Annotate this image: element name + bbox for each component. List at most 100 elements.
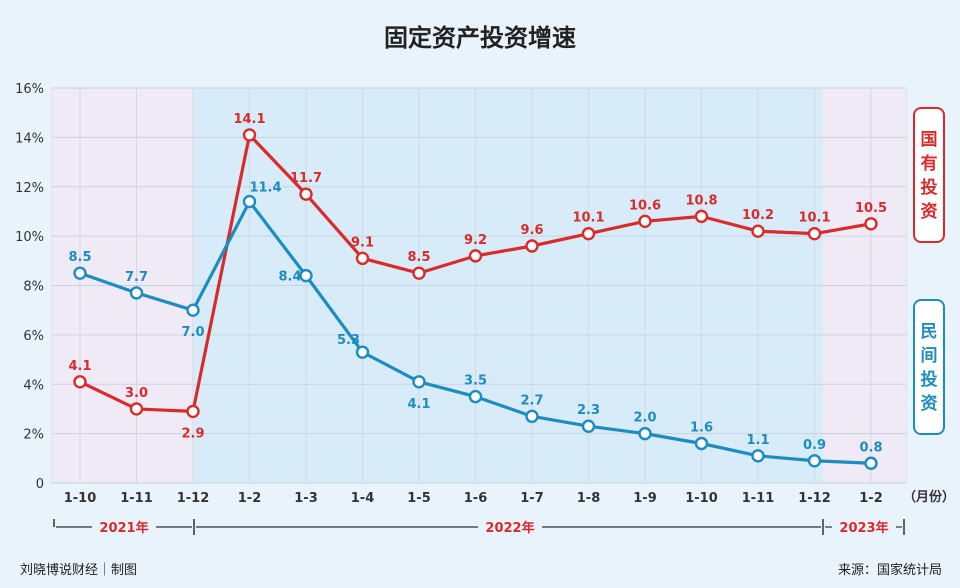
blue-data-label: 11.4 bbox=[249, 181, 281, 196]
y-tick-label: 14% bbox=[15, 131, 44, 146]
series-layer bbox=[73, 128, 878, 470]
y-tick-label: 2% bbox=[23, 428, 44, 443]
blue-data-label: 2.0 bbox=[633, 411, 656, 426]
series-1-point bbox=[299, 268, 313, 283]
x-tick-label: 1-11 bbox=[120, 491, 153, 506]
series-0-point bbox=[807, 226, 822, 241]
blue-data-label: 5.3 bbox=[337, 333, 360, 348]
x-tick-label: 1-9 bbox=[633, 491, 657, 506]
series-0-point bbox=[468, 249, 483, 263]
x-tick-label: 1-3 bbox=[294, 491, 318, 506]
series-1-point bbox=[525, 409, 539, 424]
y-tick-label: 10% bbox=[15, 230, 44, 245]
red-data-label: 10.1 bbox=[798, 211, 830, 226]
series-1-point bbox=[355, 345, 370, 359]
y-tick-label: 4% bbox=[23, 378, 44, 393]
x-tick-label: 1-6 bbox=[464, 491, 488, 506]
series-0-point bbox=[581, 226, 596, 241]
series-1-point bbox=[186, 303, 200, 317]
series-1-point bbox=[807, 454, 822, 468]
red-data-label: 10.1 bbox=[572, 211, 604, 226]
series-0-point bbox=[525, 239, 539, 253]
series-1-point bbox=[242, 194, 257, 209]
legend-private-label: 民间投资 bbox=[921, 322, 938, 414]
red-data-label: 9.1 bbox=[351, 235, 374, 250]
x-tick-label: 1-2 bbox=[238, 491, 262, 506]
y-tick-label: 16% bbox=[15, 82, 44, 97]
series-1-point bbox=[581, 419, 596, 433]
series-0-point bbox=[355, 251, 370, 266]
blue-data-label: 3.5 bbox=[464, 374, 487, 389]
red-data-label: 9.2 bbox=[464, 233, 487, 248]
x-tick-label: 1-12 bbox=[177, 491, 210, 506]
blue-data-label: 2.7 bbox=[520, 393, 543, 408]
year-2023: 2023年 bbox=[839, 520, 888, 536]
blue-data-label: 7.7 bbox=[125, 270, 148, 285]
x-tick-label: 1-10 bbox=[64, 491, 97, 506]
x-tick-label: 1-4 bbox=[351, 491, 375, 506]
series-0-point bbox=[186, 404, 200, 419]
y-tick-label: 12% bbox=[15, 181, 44, 196]
red-data-label: 3.0 bbox=[125, 386, 148, 401]
series-0-point bbox=[73, 375, 87, 389]
y-axis: 16% 14% 12% 10% 8% 6% 4% 2% 0 bbox=[15, 82, 44, 492]
blue-data-label: 1.1 bbox=[746, 433, 769, 448]
blue-data-label: 4.1 bbox=[407, 397, 430, 412]
year-2022: 2022年 bbox=[485, 520, 534, 536]
red-data-label: 10.6 bbox=[629, 198, 661, 213]
red-data-label: 10.8 bbox=[685, 193, 717, 208]
x-tick-label: 1-8 bbox=[577, 491, 601, 506]
blue-data-label: 8.4 bbox=[278, 270, 301, 285]
y-tick-label: 8% bbox=[23, 280, 44, 295]
series-1-point bbox=[468, 389, 483, 404]
series-0-point bbox=[638, 214, 652, 229]
x-tick-label: 1-11 bbox=[742, 491, 775, 506]
footer-source: 来源：国家统计局 bbox=[838, 562, 942, 578]
red-data-label: 10.5 bbox=[855, 201, 887, 216]
legend-state: 国有投资 bbox=[913, 107, 945, 243]
series-0-point bbox=[242, 128, 257, 142]
series-1-point bbox=[864, 456, 878, 470]
grid bbox=[52, 87, 906, 484]
series-1-point bbox=[129, 286, 144, 300]
x-tick-label: 1-7 bbox=[520, 491, 544, 506]
x-axis: 1-10 1-11 1-12 1-2 1-3 1-4 1-5 1-6 1-7 1-8 1-9 1-10… bbox=[64, 491, 883, 506]
year-2021: 2021年 bbox=[99, 520, 148, 536]
blue-data-label: 1.6 bbox=[690, 421, 713, 436]
series-1-point bbox=[694, 436, 709, 451]
red-data-label: 2.9 bbox=[181, 426, 204, 441]
legend-state-label: 国有投资 bbox=[921, 130, 938, 222]
red-data-label: 11.7 bbox=[290, 171, 322, 186]
red-data-label: 9.6 bbox=[520, 223, 543, 238]
footer-credit: 刘晓博说财经｜制图 bbox=[20, 563, 137, 578]
blue-data-label: 8.5 bbox=[68, 250, 91, 265]
x-tick-label: 1-2 bbox=[859, 491, 883, 506]
y-tick-label: 6% bbox=[23, 329, 44, 344]
legend-state-box bbox=[913, 107, 945, 243]
red-data-label: 14.1 bbox=[233, 112, 265, 127]
blue-data-label: 2.3 bbox=[577, 403, 600, 418]
series-0-point bbox=[694, 209, 709, 224]
year-bar: 2021年 2022年 2023年 bbox=[53, 519, 905, 536]
red-data-label: 10.2 bbox=[742, 208, 774, 223]
series-0-point bbox=[299, 187, 313, 201]
series-0-point bbox=[751, 224, 765, 238]
legend-private: 民间投资 bbox=[913, 299, 945, 435]
series-1-point bbox=[73, 266, 87, 280]
legend-private-box bbox=[913, 299, 945, 435]
red-data-label: 4.1 bbox=[68, 359, 91, 374]
red-data-label: 8.5 bbox=[407, 250, 430, 265]
x-tick-label: 1-5 bbox=[407, 491, 431, 506]
x-unit-label: （月份） bbox=[903, 489, 955, 505]
chart-title: 固定资产投资增速 bbox=[384, 24, 576, 52]
series-1-point bbox=[751, 449, 765, 463]
series-0-point bbox=[412, 266, 426, 280]
series-1-point bbox=[638, 426, 652, 441]
blue-data-label: 0.9 bbox=[803, 438, 826, 453]
data-labels: 4.1 3.0 2.9 14.1 11.7 9.1 8.5 9.2 9.6 10.1 10.6 10.… bbox=[68, 112, 887, 455]
x-tick-label: 1-10 bbox=[685, 491, 718, 506]
blue-data-label: 7.0 bbox=[181, 325, 204, 340]
x-tick-label: 1-12 bbox=[798, 491, 831, 506]
y-tick-label: 0 bbox=[36, 477, 44, 492]
